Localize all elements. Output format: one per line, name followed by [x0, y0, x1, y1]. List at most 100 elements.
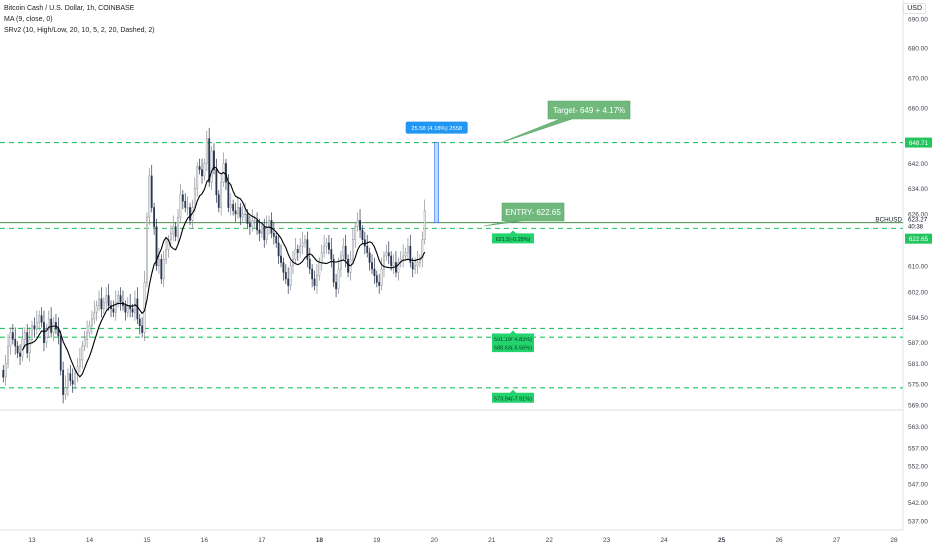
candle-body	[260, 226, 263, 234]
x-tick-label: 23	[603, 537, 611, 544]
legend: Bitcoin Cash / U.S. Dollar, 1h, COINBASE…	[4, 3, 155, 36]
candle-body	[368, 252, 371, 263]
candle-body	[351, 239, 354, 260]
last-price-countdown: 40:38	[908, 225, 924, 231]
x-tick-label: 18	[316, 537, 324, 544]
candle-body	[141, 325, 144, 333]
candle-body	[411, 262, 414, 270]
candle-body	[227, 181, 230, 208]
candle-body	[117, 295, 120, 303]
current-tag-text: 622.65	[909, 236, 929, 243]
candle-body	[375, 275, 378, 283]
candle-body	[241, 213, 244, 218]
candle-body	[26, 332, 29, 354]
candle-body	[373, 268, 376, 276]
sr-level-label: 588.63(-5.56%)	[492, 339, 534, 353]
candle-body	[330, 249, 333, 260]
y-tick-label: 547.00	[908, 482, 928, 489]
candle-body	[4, 363, 7, 378]
candle-body	[239, 207, 242, 218]
candle-body	[160, 258, 163, 280]
candle-body	[181, 194, 184, 202]
y-tick-label: 557.00	[908, 445, 928, 452]
candle-body	[153, 207, 156, 228]
legend-sr[interactable]: SRv2 (10, High/Low, 20, 10, 5, 2, 20, Da…	[4, 27, 155, 34]
target-tag-text: 648.71	[909, 140, 929, 147]
candle-body	[244, 213, 247, 215]
candle-body	[9, 332, 12, 347]
legend-symbol[interactable]: Bitcoin Cash / U.S. Dollar, 1h, COINBASE	[4, 5, 135, 12]
candle-body	[57, 328, 60, 337]
candle-body	[93, 312, 96, 320]
currency-button[interactable]: USD	[903, 3, 926, 14]
candle-body	[380, 268, 383, 286]
candle-body	[304, 239, 306, 244]
candle-body	[138, 318, 141, 326]
candle-body	[277, 242, 280, 257]
sr-label-box	[492, 230, 534, 244]
y-tick-label: 626.00	[908, 211, 928, 218]
candle-body	[71, 380, 74, 385]
candle-body	[16, 345, 19, 354]
candle-body	[253, 220, 256, 222]
candle-body	[284, 272, 287, 280]
candle-body	[229, 204, 232, 208]
candle-body	[311, 268, 314, 280]
target-callout-shape	[499, 100, 631, 144]
candle-body	[392, 262, 395, 267]
candle-body	[165, 249, 167, 260]
y-tick-label: 634.00	[908, 186, 928, 193]
candle-body	[339, 255, 342, 270]
candle-body	[210, 150, 213, 183]
y-tick-label: 575.00	[908, 382, 928, 389]
candle-body	[28, 339, 31, 354]
candle-body	[81, 345, 84, 361]
candle-body	[193, 188, 196, 208]
sr-label-box	[492, 389, 534, 403]
entry-callout-shape	[483, 202, 565, 227]
sr-label-text: 573.94(-7.91%)	[494, 396, 532, 402]
candle-body	[359, 220, 361, 231]
candle-body	[237, 207, 239, 215]
y-tick-label: 642.00	[908, 161, 928, 168]
y-tick-label: 542.00	[908, 500, 928, 507]
candle-body	[225, 163, 227, 183]
candle-body	[423, 210, 426, 240]
candle-body	[320, 252, 323, 263]
y-tick-label: 581.00	[908, 361, 928, 368]
candle-body	[67, 373, 69, 388]
candle-body	[299, 245, 302, 253]
legend-ma[interactable]: MA (9, close, 0)	[4, 16, 53, 23]
candle-body	[234, 210, 237, 215]
sr-label-text: 588.63(-5.56%)	[494, 346, 532, 352]
candle-body	[323, 245, 326, 253]
candle-body	[201, 169, 203, 177]
x-tick-label: 19	[373, 537, 381, 544]
candle-body	[74, 373, 77, 385]
candle-body	[289, 265, 292, 286]
candle-body	[148, 175, 151, 218]
candle-body	[356, 220, 359, 228]
candle-body	[387, 252, 390, 257]
candle-body	[313, 278, 316, 286]
candle-body	[280, 255, 282, 263]
sr-level-label: 573.94(-7.91%)	[492, 389, 534, 403]
candle-body	[407, 245, 409, 253]
candle-body	[215, 169, 218, 196]
candle-body	[301, 242, 304, 247]
candle-body	[11, 332, 14, 340]
candle-body	[169, 232, 172, 240]
candle-body	[19, 352, 21, 357]
candle-body	[112, 308, 115, 313]
y-tick-label: 660.00	[908, 106, 928, 113]
y-tick-label: 610.00	[908, 263, 928, 270]
candle-body	[316, 275, 318, 286]
candle-body	[98, 298, 100, 306]
candle-body	[265, 226, 268, 240]
candle-body	[220, 181, 223, 208]
candle-body	[318, 262, 321, 276]
x-tick-label: 14	[86, 537, 94, 544]
x-tick-label: 26	[775, 537, 783, 544]
